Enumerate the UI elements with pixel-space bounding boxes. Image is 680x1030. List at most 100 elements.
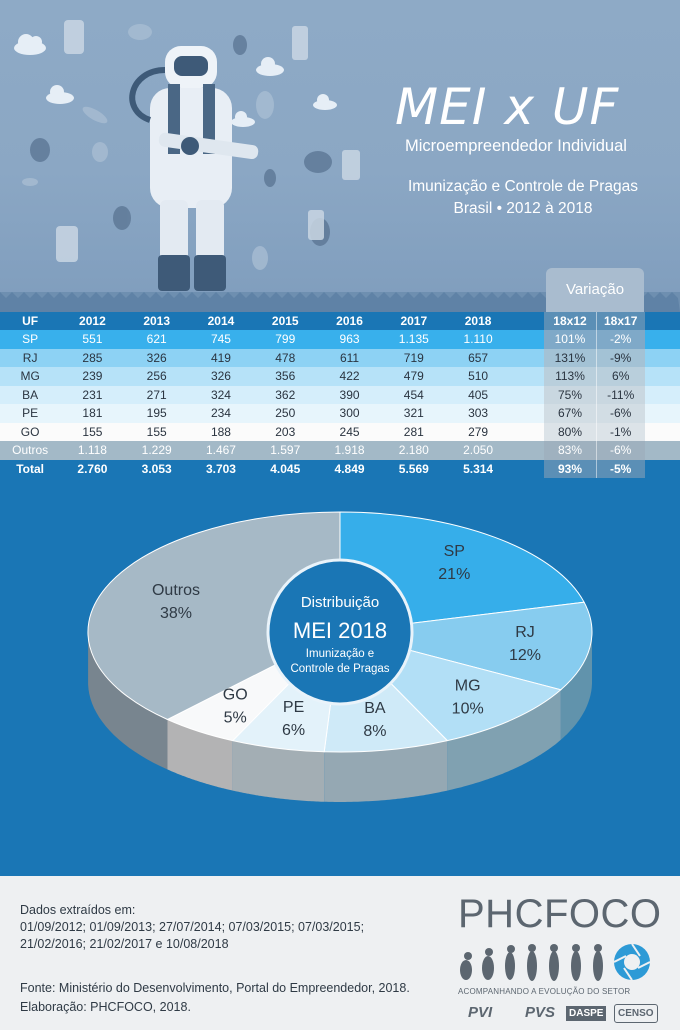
value-cell: 510 <box>445 367 511 386</box>
value-cell: 245 <box>317 422 382 441</box>
pest-control-illustration <box>0 20 680 312</box>
table-spacer <box>644 404 680 423</box>
uf-cell: SP <box>0 330 61 349</box>
table-row: GO 155 155 188 203 245 281 279 80% -1% <box>0 422 680 441</box>
mei-by-uf-table: UF 2012 2013 2014 2015 2016 2017 2018 18… <box>0 312 680 478</box>
table-spacer <box>510 404 545 423</box>
uf-cell: MG <box>0 367 61 386</box>
value-cell: 963 <box>317 330 382 349</box>
pie-slice-outros <box>87 511 341 721</box>
value-cell: 422 <box>317 367 382 386</box>
footer: Dados extraídos em: 01/09/2012; 01/09/20… <box>0 876 680 1030</box>
data-extraction-dates: 21/02/2016; 21/02/2017 e 10/08/2018 <box>20 937 229 951</box>
uf-cell: BA <box>0 385 61 404</box>
uf-cell: RJ <box>0 348 61 367</box>
slice-label: Outros <box>152 582 200 599</box>
value-cell: 611 <box>317 348 382 367</box>
value-cell: 478 <box>253 348 318 367</box>
value-cell: 231 <box>60 385 125 404</box>
data-extraction-label: Dados extraídos em: <box>20 903 136 917</box>
total-var-18x17: -5% <box>595 459 645 478</box>
value-cell: 326 <box>188 367 254 386</box>
slice-label: PE <box>283 699 304 716</box>
column-header-var-18x17: 18x17 <box>595 312 645 330</box>
header-banner: MEI x UF Microempreendedor Individual Im… <box>0 0 680 312</box>
var-18x12-cell: 80% <box>544 422 597 441</box>
table-spacer <box>644 422 680 441</box>
value-cell: 479 <box>381 367 446 386</box>
slice-label: BA <box>364 700 386 717</box>
pie-slice-side <box>324 740 448 802</box>
pie-slice-side <box>447 689 561 791</box>
slice-percent: 10% <box>452 701 484 718</box>
value-cell: 234 <box>188 404 254 423</box>
page-subtitle: Microempreendedor Individual <box>405 137 627 155</box>
center-title: Distribuição <box>301 594 379 611</box>
value-cell: 256 <box>124 367 189 386</box>
slice-percent: 6% <box>282 722 305 739</box>
column-header-year: 2014 <box>207 314 235 328</box>
table-row: PE 181 195 234 250 300 321 303 67% -6% <box>0 404 680 423</box>
grass-strip <box>0 292 680 312</box>
var-18x17-cell: -9% <box>595 348 645 367</box>
partner-logo-censo: CENSO <box>614 1004 658 1023</box>
value-cell: 405 <box>445 385 511 404</box>
variation-header-tab: Variação <box>546 268 644 312</box>
value-cell: 155 <box>60 422 125 441</box>
partner-logo-pvi: PVI <box>468 1004 493 1021</box>
value-cell: 239 <box>60 367 125 386</box>
value-cell: 300 <box>317 404 382 423</box>
cloud-icon <box>14 34 337 127</box>
table-spacer <box>510 330 545 349</box>
column-header-year: 2013 <box>143 314 171 328</box>
total-cell: 4.849 <box>334 461 365 476</box>
camera-aperture-icon <box>613 943 651 981</box>
column-header-uf: UF <box>22 314 39 328</box>
table-spacer <box>644 385 680 404</box>
value-cell: 551 <box>60 330 125 349</box>
total-cell: 4.045 <box>270 461 301 476</box>
total-cell: 2.760 <box>77 461 108 476</box>
column-header-year: 2016 <box>336 314 363 328</box>
column-header-var-18x12: 18x12 <box>544 312 597 330</box>
value-cell: 621 <box>124 330 189 349</box>
value-cell: 657 <box>445 348 511 367</box>
table-spacer <box>645 312 680 330</box>
pie-slice-rj <box>339 601 593 691</box>
logo-tagline: ACOMPANHANDO A EVOLUÇÃO DO SETOR <box>458 987 631 996</box>
slice-percent: 5% <box>224 709 247 726</box>
insect-icon <box>22 24 274 270</box>
partner-logo-daspe: DASPE <box>566 1006 607 1021</box>
var-18x12-cell: 75% <box>544 385 597 404</box>
value-cell: 390 <box>317 385 382 404</box>
value-cell: 303 <box>445 404 511 423</box>
exterminator-figure <box>129 46 259 291</box>
value-cell: 1.467 <box>188 441 254 460</box>
total-var-18x12: 93% <box>544 459 597 478</box>
table-spacer <box>510 441 545 460</box>
pie-slice-side <box>232 740 325 802</box>
pie-slice-side <box>560 632 592 740</box>
period-label: Brasil • 2012 à 2018 <box>453 200 593 217</box>
uf-cell: Outros <box>0 441 61 460</box>
value-cell: 454 <box>381 385 446 404</box>
total-cell: 5.314 <box>463 461 494 476</box>
value-cell: 1.118 <box>60 441 125 460</box>
value-cell: 356 <box>253 367 318 386</box>
slice-label: MG <box>455 678 481 695</box>
value-cell: 799 <box>253 330 318 349</box>
slice-percent: 21% <box>438 566 470 583</box>
table-row: SP 551 621 745 799 963 1.135 1.110 101% -2% <box>0 330 680 349</box>
table-spacer <box>510 312 544 330</box>
var-18x12-cell: 113% <box>544 367 597 386</box>
value-cell: 281 <box>381 422 446 441</box>
page-title: MEI x UF <box>395 78 620 136</box>
value-cell: 321 <box>381 404 446 423</box>
total-cell: 5.569 <box>398 461 429 476</box>
value-cell: 2.180 <box>381 441 446 460</box>
sector-label: Imunização e Controle de Pragas <box>407 178 639 195</box>
value-cell: 745 <box>188 330 254 349</box>
value-cell: 181 <box>60 404 125 423</box>
value-cell: 1.918 <box>317 441 382 460</box>
data-table-area: UF 2012 2013 2014 2015 2016 2017 2018 18… <box>0 312 680 488</box>
